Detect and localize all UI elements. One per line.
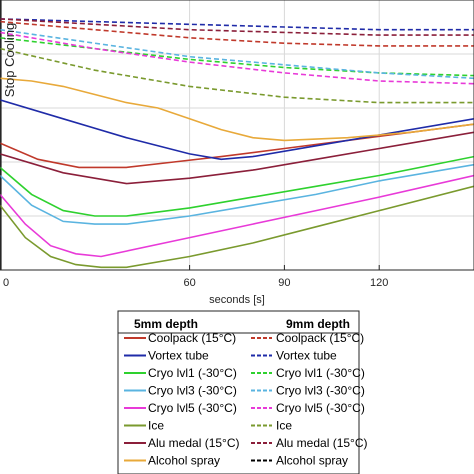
series-line-5mm-5 <box>0 185 474 269</box>
x-tick-label: 120 <box>370 277 388 289</box>
legend-label-9mm: Coolpack (15°C) <box>276 331 364 345</box>
series-line-5mm-0 <box>0 123 474 169</box>
x-axis: 0 60 90 120 <box>0 265 388 289</box>
legend-header-5mm: 5mm depth <box>134 317 198 331</box>
plot-frame <box>0 0 474 271</box>
series-line-5mm-4 <box>0 174 474 258</box>
series-line-5mm-1 <box>0 99 474 161</box>
grid <box>0 0 474 270</box>
legend-label-5mm: Alcohol spray <box>148 454 220 468</box>
series-line-9mm-6 <box>0 18 474 36</box>
series-line-9mm-5 <box>0 47 474 104</box>
legend-box <box>117 310 360 474</box>
legend: 5mm depth 9mm depth Coolpack (15°C) Coolp… <box>117 310 368 474</box>
x-tick-label: 60 <box>183 277 195 289</box>
legend-label-9mm: Cryo lvl3 (-30°C) <box>276 384 365 398</box>
series-group <box>0 18 474 269</box>
legend-label-5mm: Vortex tube <box>148 349 209 363</box>
x-axis-label: seconds [s] <box>209 294 265 306</box>
legend-label-5mm: Cryo lvl1 (-30°C) <box>148 366 237 380</box>
legend-label-5mm: Alu medal (15°C) <box>148 436 240 450</box>
legend-label-5mm: Cryo lvl3 (-30°C) <box>148 384 237 398</box>
legend-label-5mm: Cryo lvl5 (-30°C) <box>148 401 237 415</box>
legend-label-5mm: Ice <box>148 419 164 433</box>
series-line-5mm-3 <box>0 163 474 225</box>
series-line-9mm-1 <box>0 18 474 31</box>
x-tick-label: 0 <box>3 277 9 289</box>
legend-label-9mm: Alu medal (15°C) <box>276 436 368 450</box>
series-line-9mm-4 <box>0 31 474 85</box>
x-tick-label: 90 <box>278 277 290 289</box>
series-line-9mm-2 <box>0 37 474 77</box>
stop-cooling-label: Stop Cooling <box>2 23 17 97</box>
legend-label-9mm: Ice <box>276 419 292 433</box>
legend-label-5mm: Coolpack (15°C) <box>148 331 236 345</box>
legend-label-9mm: Vortex tube <box>276 349 337 363</box>
legend-label-9mm: Cryo lvl1 (-30°C) <box>276 366 365 380</box>
series-line-5mm-7 <box>0 77 474 142</box>
series-line-9mm-0 <box>0 20 474 47</box>
legend-label-9mm: Alcohol spray <box>276 454 348 468</box>
legend-label-9mm: Cryo lvl5 (-30°C) <box>276 401 365 415</box>
series-line-5mm-2 <box>0 155 474 217</box>
legend-header-9mm: 9mm depth <box>286 317 350 331</box>
series-line-5mm-6 <box>0 131 474 185</box>
